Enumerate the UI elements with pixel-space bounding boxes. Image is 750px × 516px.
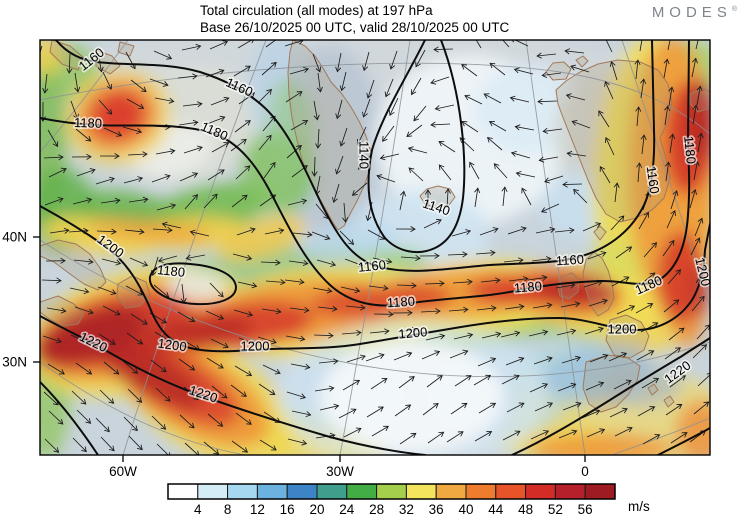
svg-text:1140: 1140 — [357, 141, 372, 169]
modes-logo: MODES® — [652, 4, 737, 21]
wind-arrows — [40, 40, 710, 455]
colorbar-units: m/s — [628, 499, 650, 514]
svg-text:36: 36 — [429, 502, 444, 516]
coastlines — [40, 40, 710, 413]
svg-text:1200: 1200 — [157, 336, 188, 355]
svg-text:12: 12 — [250, 502, 265, 516]
svg-text:0: 0 — [581, 464, 589, 479]
title-line-1: Total circulation (all modes) at 197 hPa — [200, 3, 433, 18]
svg-text:52: 52 — [548, 502, 563, 516]
svg-text:1180: 1180 — [681, 135, 699, 164]
svg-text:20: 20 — [309, 502, 324, 516]
svg-text:40: 40 — [458, 502, 473, 516]
contour-lines — [40, 40, 710, 455]
graticule — [40, 40, 710, 455]
svg-text:28: 28 — [369, 502, 384, 516]
colorbar — [167, 483, 616, 500]
svg-text:40N: 40N — [2, 230, 27, 245]
modes-logo-text: MODES — [651, 4, 732, 21]
svg-text:60W: 60W — [109, 464, 137, 479]
svg-text:30W: 30W — [326, 464, 354, 479]
svg-text:1200: 1200 — [398, 324, 428, 341]
svg-text:1180: 1180 — [386, 293, 415, 310]
svg-text:56: 56 — [578, 502, 593, 516]
svg-text:24: 24 — [339, 502, 355, 516]
svg-text:1200: 1200 — [608, 321, 637, 336]
svg-text:48: 48 — [518, 502, 533, 516]
axis-labels: 40N 30N 60W 30W 0 — [2, 230, 589, 480]
svg-text:1160: 1160 — [357, 257, 386, 275]
axis-ticks — [33, 236, 586, 462]
registered-mark-icon: ® — [731, 6, 737, 13]
svg-text:1160: 1160 — [555, 251, 584, 268]
svg-text:4: 4 — [194, 502, 202, 516]
colorbar-tick-labels: 4 8 12 16 20 24 28 32 36 40 44 48 52 56 m/s — [194, 499, 650, 516]
svg-text:1180: 1180 — [74, 115, 102, 131]
svg-text:16: 16 — [280, 502, 295, 516]
svg-text:44: 44 — [488, 502, 504, 516]
svg-text:30N: 30N — [2, 355, 27, 370]
svg-text:1180: 1180 — [156, 262, 185, 280]
chart-title: Total circulation (all modes) at 197 hPa… — [200, 3, 509, 36]
svg-text:8: 8 — [224, 502, 232, 516]
svg-text:1180: 1180 — [513, 278, 542, 295]
svg-text:1160: 1160 — [644, 165, 663, 195]
title-line-2: Base 26/10/2025 00 UTC, valid 28/10/2025… — [200, 19, 510, 35]
svg-text:1200: 1200 — [241, 338, 270, 353]
svg-text:32: 32 — [399, 502, 414, 516]
map-border — [39, 39, 711, 456]
header: Total circulation (all modes) at 197 hPa… — [0, 0, 750, 40]
